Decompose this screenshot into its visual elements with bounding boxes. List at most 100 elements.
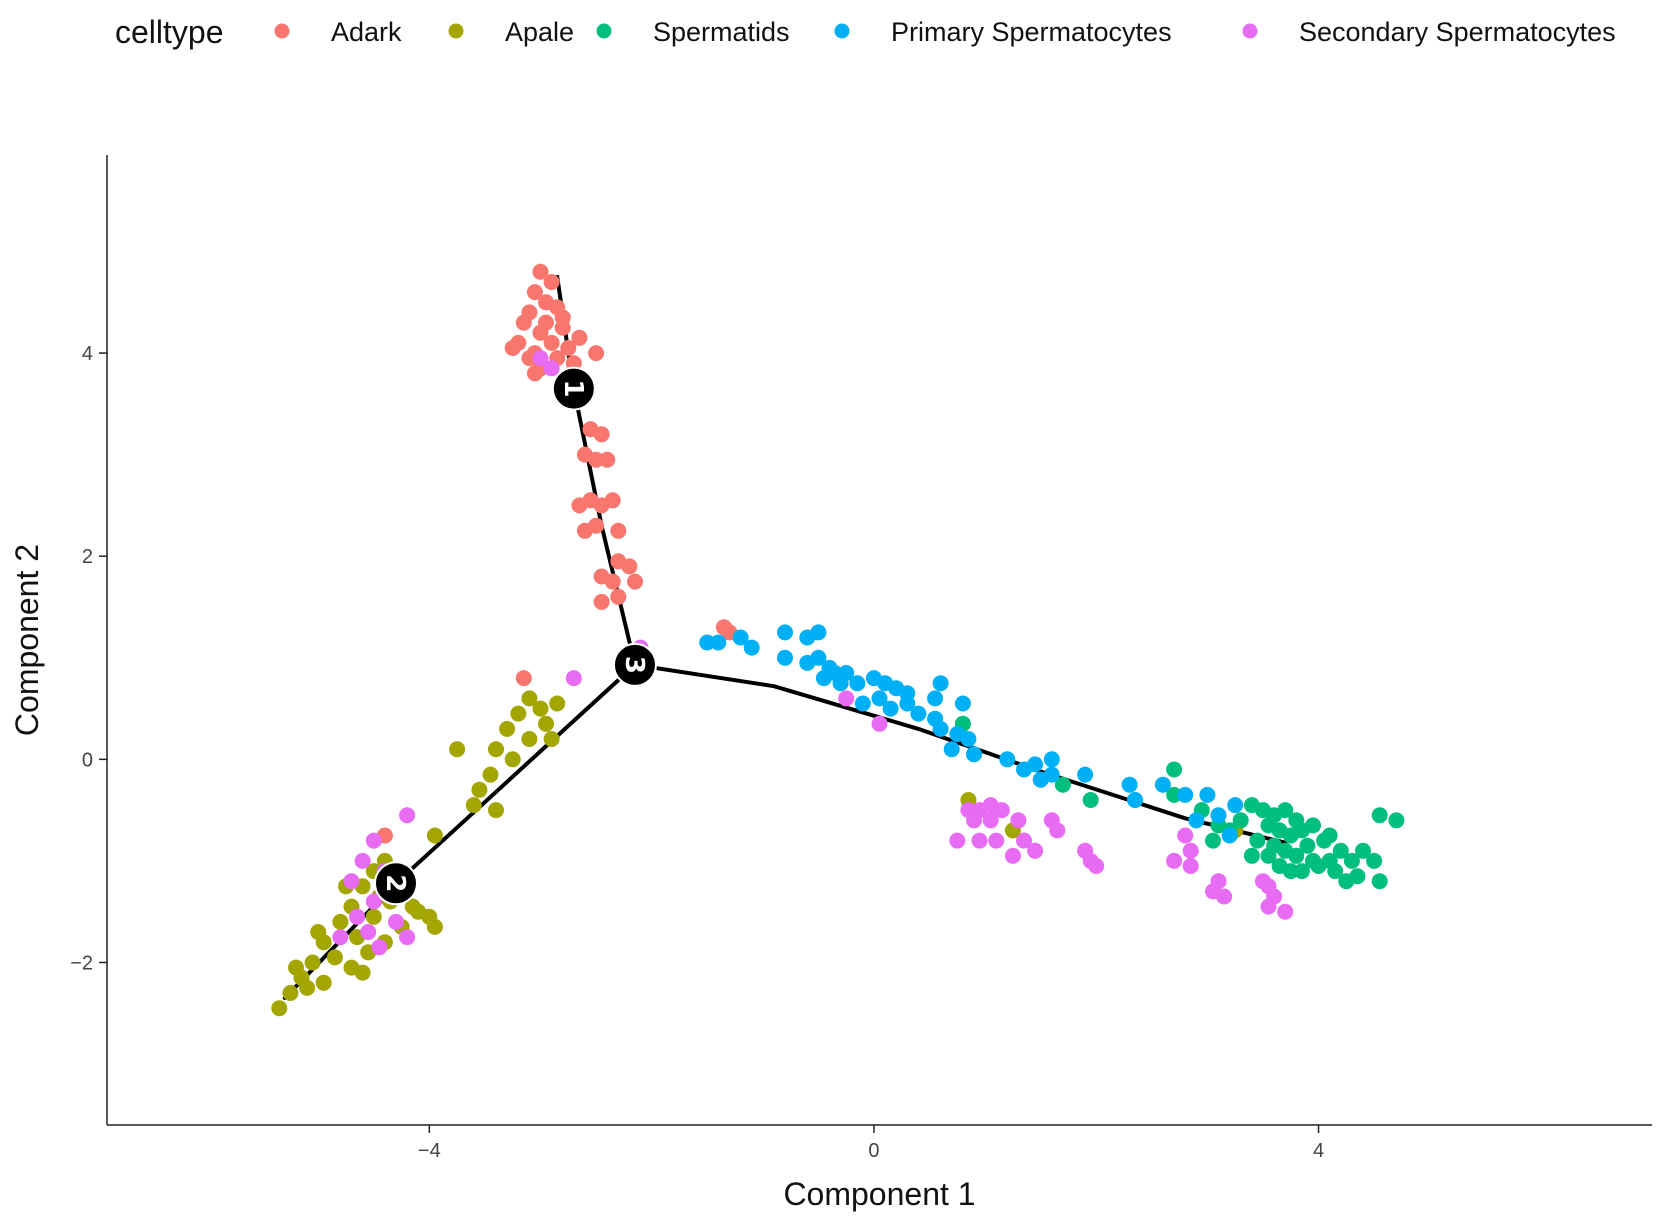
point-adark (621, 558, 638, 575)
point-spermatids (1305, 817, 1321, 834)
point-apale (310, 924, 327, 940)
point-spermatids (1232, 812, 1249, 829)
point-secondary-spermatocytes (354, 852, 371, 869)
legend-title: celltype (115, 14, 224, 50)
y-tick-label: 0 (82, 749, 93, 771)
point-primary-spermatocytes (882, 700, 899, 717)
point-primary-spermatocytes (1027, 756, 1044, 773)
point-adark (588, 345, 605, 362)
point-secondary-spermatocytes (993, 802, 1010, 819)
point-apale (288, 959, 304, 976)
point-spermatids (1332, 842, 1349, 859)
point-spermatids (1054, 776, 1071, 793)
point-primary-spermatocytes (966, 746, 982, 763)
legend-label-adark: Adark (331, 17, 402, 47)
point-primary-spermatocytes (1210, 807, 1227, 824)
point-adark (526, 365, 543, 382)
trajectory-node-3 (612, 642, 657, 687)
point-primary-spermatocytes (1154, 776, 1171, 793)
point-adark (604, 492, 621, 509)
point-apale (315, 974, 332, 991)
point-adark (560, 340, 577, 356)
point-spermatids (1277, 802, 1294, 819)
series-primary-spermatocytes (699, 624, 1244, 844)
plot-area: 1 2 3 (271, 263, 1405, 1017)
trajectory-node-1 (551, 366, 596, 411)
point-secondary-spermatocytes (966, 812, 982, 829)
point-secondary-spermatocytes (1216, 888, 1233, 905)
point-secondary-spermatocytes (388, 913, 404, 930)
point-primary-spermatocytes (932, 720, 949, 737)
point-secondary-spermatocytes (949, 832, 966, 849)
point-apale (521, 731, 538, 747)
series-spermatids (954, 715, 1405, 890)
x-axis-title: Component 1 (783, 1176, 975, 1212)
legend-key-primary-spermatocytes (834, 23, 850, 39)
point-primary-spermatocytes (932, 675, 949, 692)
point-primary-spermatocytes (910, 705, 927, 722)
legend-key-apale (448, 23, 464, 39)
point-adark (504, 340, 521, 356)
point-secondary-spermatocytes (1016, 832, 1032, 849)
point-spermatids (1243, 847, 1260, 864)
point-adark (604, 573, 621, 590)
point-adark (571, 329, 588, 346)
legend-key-spermatids (596, 23, 612, 39)
point-adark (543, 334, 560, 351)
point-adark (515, 314, 532, 331)
legend-label-spermatids: Spermatids (653, 17, 790, 47)
point-secondary-spermatocytes (971, 832, 988, 849)
point-secondary-spermatocytes (343, 873, 360, 890)
point-secondary-spermatocytes (1049, 822, 1066, 839)
point-primary-spermatocytes (1177, 786, 1194, 803)
point-secondary-spermatocytes (1088, 858, 1105, 874)
point-secondary-spermatocytes (565, 670, 582, 687)
point-apale (271, 1000, 288, 1017)
trajectory-branch-3 (633, 662, 1288, 845)
point-primary-spermatocytes (832, 675, 849, 692)
point-apale (471, 781, 488, 798)
point-adark (610, 588, 627, 605)
point-secondary-spermatocytes (1182, 858, 1199, 874)
x-tick-label: 4 (1313, 1140, 1324, 1162)
trajectory-nodes: 1 2 3 (373, 366, 657, 906)
point-primary-spermatocytes (1121, 776, 1138, 793)
point-primary-spermatocytes (777, 649, 793, 666)
point-spermatids (1355, 842, 1371, 859)
trajectory-node-label-3: 3 (619, 656, 649, 674)
point-spermatids (1366, 852, 1383, 869)
point-secondary-spermatocytes (1277, 903, 1294, 920)
y-axis-title: Component 2 (9, 544, 45, 736)
trajectory-node-2 (373, 861, 418, 906)
point-secondary-spermatocytes (365, 893, 382, 910)
point-spermatids (1343, 852, 1360, 869)
point-apale (538, 715, 554, 732)
point-secondary-spermatocytes (399, 929, 416, 946)
point-apale (426, 827, 443, 844)
point-adark (576, 522, 593, 539)
point-primary-spermatocytes (810, 649, 827, 666)
legend-label-secondary-spermatocytes: Secondary Spermatocytes (1299, 17, 1616, 47)
trajectory-node-label-2: 2 (380, 874, 410, 892)
point-secondary-spermatocytes (360, 924, 377, 940)
point-spermatids (1260, 847, 1277, 864)
point-primary-spermatocytes (732, 629, 749, 646)
point-primary-spermatocytes (1199, 786, 1216, 803)
y-tick-label: 4 (82, 343, 93, 365)
point-apale (354, 964, 371, 981)
point-apale (504, 751, 521, 768)
point-apale (326, 949, 343, 966)
point-primary-spermatocytes (1127, 792, 1144, 808)
point-adark (593, 426, 610, 443)
point-secondary-spermatocytes (1177, 827, 1194, 844)
point-primary-spermatocytes (954, 695, 971, 712)
legend: celltype Adark Apale Spermatids Primary Spe… (115, 14, 1616, 50)
point-primary-spermatocytes (1227, 797, 1244, 814)
point-primary-spermatocytes (871, 690, 888, 707)
point-adark (521, 350, 538, 367)
point-primary-spermatocytes (1032, 771, 1049, 788)
point-primary-spermatocytes (927, 690, 944, 707)
point-apale (404, 898, 421, 915)
point-spermatids (1166, 761, 1183, 778)
